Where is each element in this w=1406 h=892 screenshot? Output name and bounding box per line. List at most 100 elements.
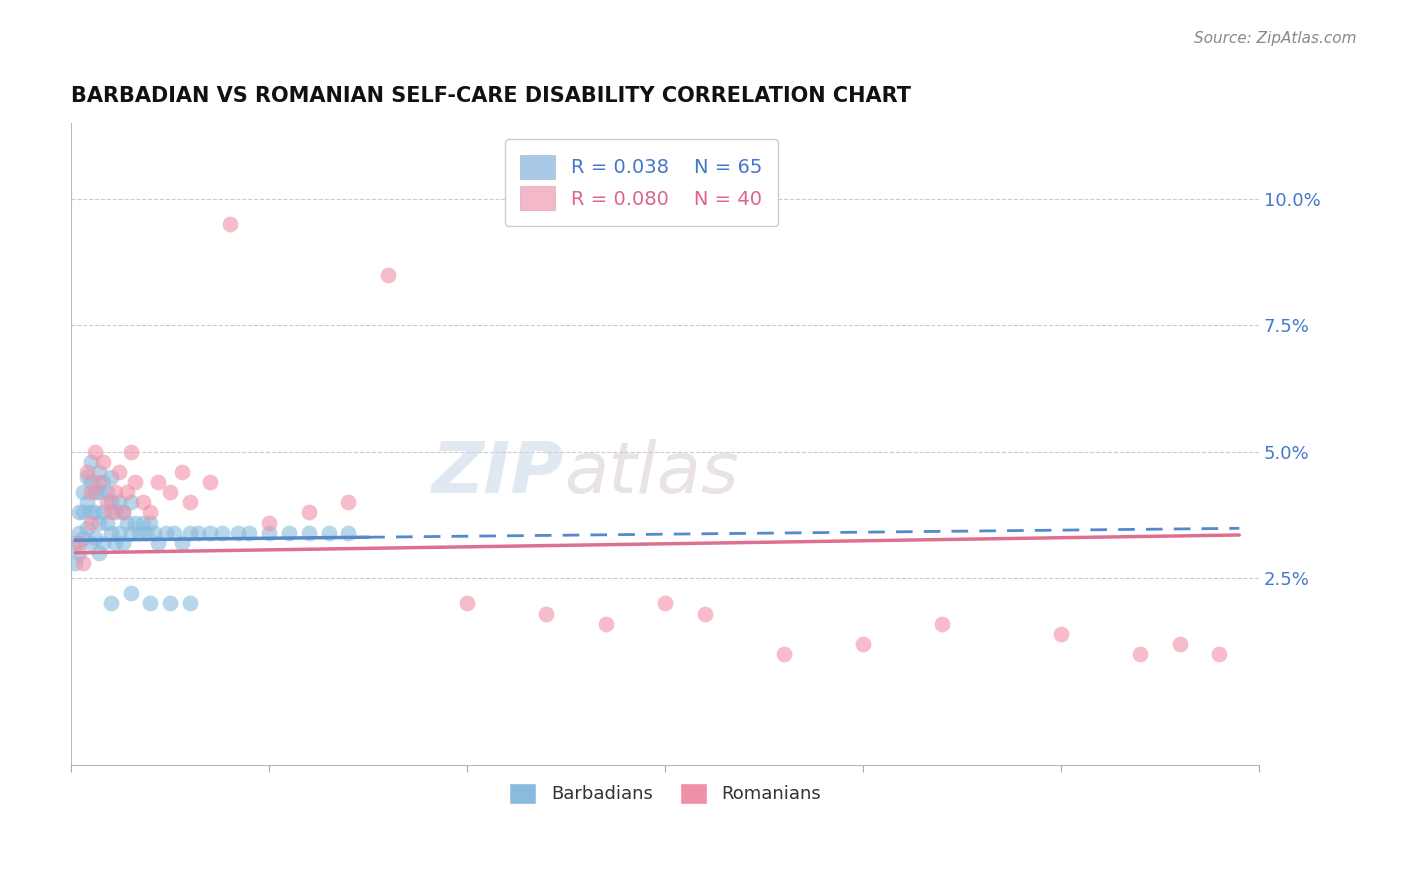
Point (63, 556, 86, 570)
Point (76, 495, 98, 509)
Point (852, 637, 875, 651)
Point (143, 525, 166, 540)
Point (72, 485, 94, 500)
Point (1129, 647, 1152, 661)
Point (139, 505, 162, 519)
Point (120, 586, 142, 600)
Point (96, 485, 118, 500)
Legend: Barbadians, Romanians: Barbadians, Romanians (502, 775, 828, 811)
Point (211, 525, 233, 540)
Point (179, 525, 201, 540)
Point (198, 475, 221, 489)
Point (63, 535, 86, 549)
Point (76, 520, 98, 534)
Point (1208, 647, 1230, 661)
Point (187, 525, 209, 540)
Point (120, 444, 142, 458)
Point (172, 465, 194, 479)
Point (80, 516, 103, 530)
Point (278, 525, 301, 540)
Point (218, 217, 240, 231)
Point (1050, 627, 1073, 641)
Point (91, 455, 114, 469)
Point (80, 475, 103, 489)
Point (111, 505, 134, 519)
Point (76, 470, 98, 484)
Point (84, 531, 107, 545)
Point (84, 444, 107, 458)
Point (96, 495, 118, 509)
Point (931, 616, 953, 631)
Point (111, 535, 134, 549)
Point (84, 485, 107, 500)
Point (124, 516, 146, 530)
Point (536, 607, 558, 621)
Point (107, 465, 129, 479)
Point (337, 495, 360, 509)
Point (148, 535, 170, 549)
Point (179, 597, 201, 611)
Point (100, 525, 122, 540)
Point (298, 525, 321, 540)
Point (773, 647, 796, 661)
Point (104, 535, 127, 549)
Point (257, 525, 280, 540)
Point (100, 470, 122, 484)
Point (163, 525, 186, 540)
Point (131, 495, 153, 509)
Point (1168, 637, 1191, 651)
Point (104, 485, 127, 500)
Point (107, 495, 129, 509)
Point (124, 475, 146, 489)
Point (67, 546, 90, 560)
Point (67, 505, 90, 519)
Point (87, 485, 110, 500)
Point (172, 535, 194, 549)
Point (91, 475, 114, 489)
Point (148, 475, 170, 489)
Point (91, 505, 114, 519)
Point (67, 525, 90, 540)
Point (84, 505, 107, 519)
Point (76, 465, 98, 479)
Point (100, 505, 122, 519)
Point (100, 597, 122, 611)
Point (159, 485, 181, 500)
Point (100, 495, 122, 509)
Point (198, 525, 221, 540)
Point (377, 268, 399, 282)
Point (115, 516, 138, 530)
Point (87, 546, 110, 560)
Point (654, 597, 676, 611)
Point (111, 505, 134, 519)
Point (226, 525, 249, 540)
Point (159, 597, 181, 611)
Point (139, 516, 162, 530)
Point (693, 607, 716, 621)
Point (87, 465, 110, 479)
Point (96, 516, 118, 530)
Point (128, 525, 150, 540)
Point (595, 616, 617, 631)
Point (80, 535, 103, 549)
Point (120, 525, 142, 540)
Point (139, 597, 162, 611)
Point (115, 485, 138, 500)
Point (135, 525, 157, 540)
Point (80, 505, 103, 519)
Point (104, 505, 127, 519)
Point (456, 597, 478, 611)
Point (91, 535, 114, 549)
Point (120, 495, 142, 509)
Text: Source: ZipAtlas.com: Source: ZipAtlas.com (1194, 31, 1357, 46)
Point (318, 525, 340, 540)
Point (155, 525, 177, 540)
Point (72, 505, 94, 519)
Point (67, 535, 90, 549)
Point (131, 516, 153, 530)
Point (107, 525, 129, 540)
Point (298, 505, 321, 519)
Text: ZIP: ZIP (432, 439, 564, 508)
Point (337, 525, 360, 540)
Point (72, 531, 94, 545)
